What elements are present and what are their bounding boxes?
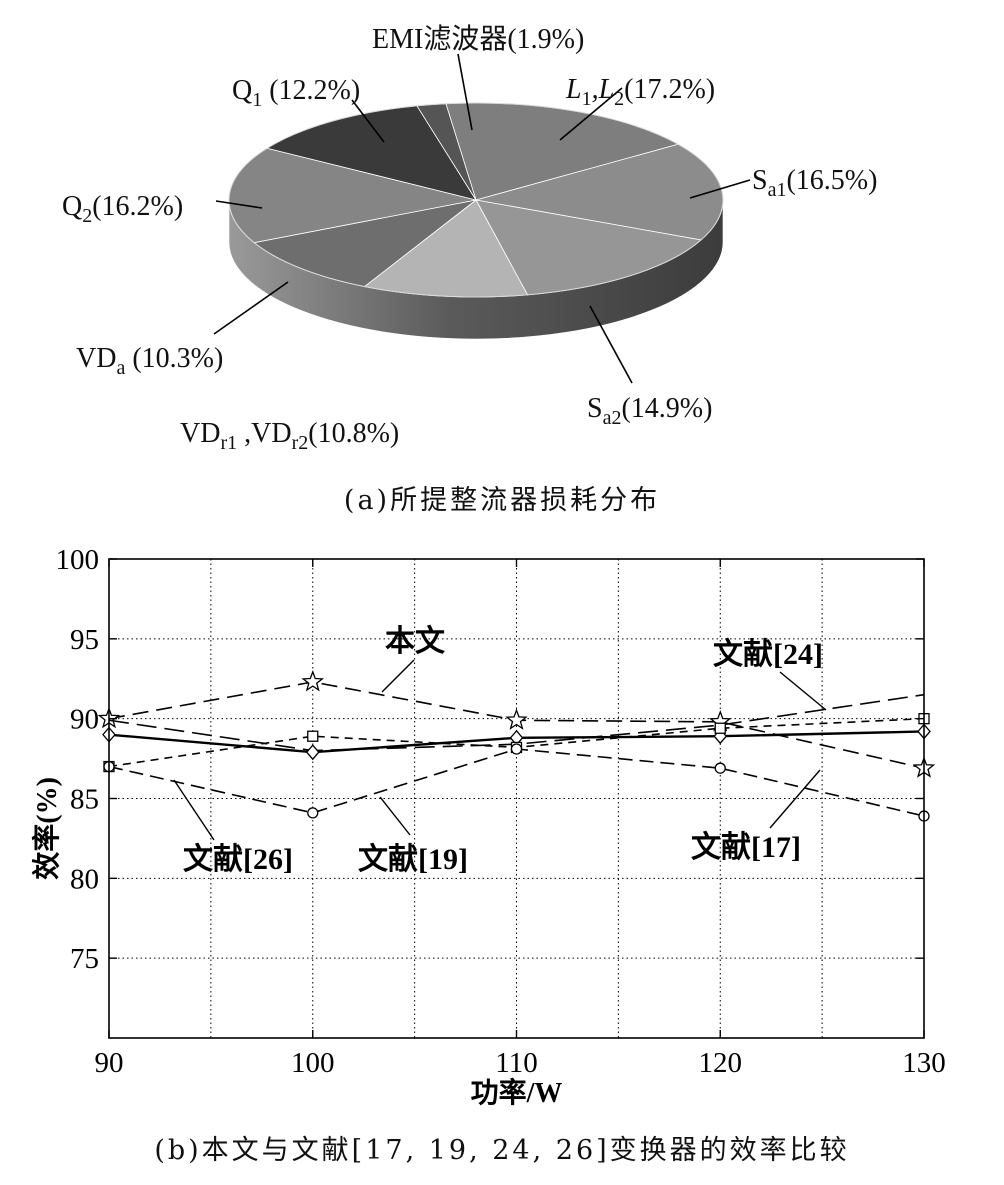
leader-r17 bbox=[769, 769, 821, 829]
y-tick-label: 95 bbox=[70, 624, 99, 656]
data-point-r26 bbox=[307, 730, 319, 742]
leader-this bbox=[381, 659, 415, 693]
pie-label-vda: VDa (10.3%) bbox=[76, 343, 223, 379]
caption-b: (b)本文与文献[17, 19, 24, 26]变换器的效率比较 bbox=[154, 1135, 850, 1166]
pie-label-q2: Q2(16.2%) bbox=[62, 191, 183, 227]
pie-leader-emi bbox=[457, 53, 473, 131]
leader-r24 bbox=[779, 671, 827, 711]
pie-label-sa1: Sa1(16.5%) bbox=[752, 165, 877, 201]
series-label-r17: 文献[17] bbox=[691, 830, 801, 864]
pie-chart: L1,L2(17.2%) Sa1(16.5%) Sa2(14.9%) VDr1 ,VD… bbox=[62, 23, 877, 454]
x-tick-label: 90 bbox=[95, 1047, 124, 1079]
data-point-r19 bbox=[510, 743, 523, 755]
series-label-r24: 文献[24] bbox=[713, 637, 823, 671]
y-tick-label: 80 bbox=[70, 863, 99, 895]
y-tick-label: 75 bbox=[70, 943, 99, 975]
pie-leader-q2 bbox=[215, 200, 263, 209]
pie-label-emi: EMI滤波器(1.9%) bbox=[372, 23, 584, 55]
pie-leader-q1 bbox=[351, 99, 385, 143]
data-point-this bbox=[505, 708, 528, 730]
pie-label-vdr: VDr1 ,VDr2(10.8%) bbox=[180, 418, 399, 454]
series-label-r19: 文献[19] bbox=[358, 842, 468, 876]
line-chart: 90 100 110 120 1307580859095100功率/W效率(%) 本文文… bbox=[30, 544, 946, 1109]
caption-a: (a)所提整流器损耗分布 bbox=[343, 485, 661, 516]
leader-r19 bbox=[379, 796, 411, 836]
data-point-r19 bbox=[714, 762, 726, 774]
pie-leader-vda bbox=[213, 281, 289, 335]
x-tick-label: 110 bbox=[495, 1047, 537, 1079]
pie-leader-sa2 bbox=[589, 305, 633, 384]
pie-label-l12: L1,L2(17.2%) bbox=[565, 74, 715, 110]
data-point-r19 bbox=[307, 807, 319, 819]
data-point-r26 bbox=[714, 722, 726, 734]
series-label-r26: 文献[26] bbox=[183, 842, 293, 876]
x-tick-label: 120 bbox=[699, 1047, 743, 1079]
series-line-r19 bbox=[108, 748, 925, 817]
y-axis-label: 效率(%) bbox=[30, 777, 63, 880]
pie-leader-sa1 bbox=[689, 179, 751, 199]
y-tick-label: 85 bbox=[70, 784, 99, 816]
leader-r26 bbox=[173, 779, 215, 841]
pie-label-q1: Q1 (12.2%) bbox=[232, 75, 360, 111]
data-point-r17 bbox=[305, 744, 320, 761]
pie-label-sa2: Sa2(14.9%) bbox=[587, 393, 712, 429]
x-tick-label: 100 bbox=[291, 1047, 335, 1079]
series-label-this: 本文 bbox=[385, 624, 445, 658]
pie-leader-l12 bbox=[559, 87, 623, 141]
x-axis-label: 功率/W bbox=[471, 1076, 563, 1109]
y-tick-label: 90 bbox=[70, 704, 99, 736]
y-tick-label: 100 bbox=[56, 544, 100, 576]
x-tick-label: 130 bbox=[902, 1047, 946, 1079]
data-point-this bbox=[301, 670, 325, 692]
